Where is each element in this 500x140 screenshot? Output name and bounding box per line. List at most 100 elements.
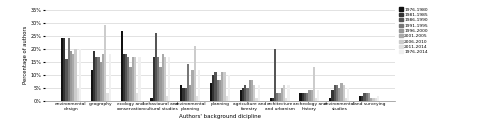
Bar bbox=[98, 57, 100, 101]
Bar bbox=[251, 80, 253, 101]
Bar bbox=[155, 33, 157, 101]
Bar bbox=[164, 57, 166, 101]
Bar bbox=[253, 85, 256, 101]
Bar bbox=[304, 93, 306, 101]
Bar bbox=[76, 88, 79, 101]
Bar bbox=[342, 85, 345, 101]
Bar bbox=[366, 93, 368, 101]
Bar bbox=[196, 96, 198, 101]
Bar bbox=[187, 64, 189, 101]
Bar bbox=[310, 90, 313, 101]
Bar bbox=[338, 88, 340, 101]
Bar bbox=[340, 83, 342, 101]
Bar bbox=[90, 70, 93, 101]
Bar bbox=[345, 98, 347, 101]
Bar bbox=[224, 72, 226, 101]
Bar bbox=[66, 59, 68, 101]
Bar bbox=[256, 98, 258, 101]
Bar bbox=[216, 80, 219, 101]
Bar bbox=[336, 85, 338, 101]
Bar bbox=[302, 93, 304, 101]
Bar bbox=[61, 38, 63, 101]
Bar bbox=[168, 57, 170, 101]
Bar bbox=[240, 90, 242, 101]
Bar bbox=[364, 93, 366, 101]
Bar bbox=[258, 85, 260, 101]
Bar bbox=[278, 93, 280, 101]
Bar bbox=[95, 57, 98, 101]
Bar bbox=[221, 72, 224, 101]
Bar bbox=[189, 85, 192, 101]
Bar bbox=[347, 88, 350, 101]
Bar bbox=[359, 96, 361, 101]
Bar bbox=[315, 98, 317, 101]
Bar bbox=[306, 93, 308, 101]
Bar bbox=[130, 67, 132, 101]
Bar bbox=[370, 98, 372, 101]
Bar bbox=[132, 57, 134, 101]
Bar bbox=[283, 85, 285, 101]
Bar bbox=[123, 54, 125, 101]
Bar bbox=[334, 85, 336, 101]
Bar bbox=[329, 98, 332, 101]
Bar bbox=[194, 46, 196, 101]
Bar bbox=[108, 54, 111, 101]
X-axis label: Authors' background dicipline: Authors' background dicipline bbox=[179, 114, 261, 119]
Bar bbox=[274, 49, 276, 101]
Bar bbox=[374, 98, 377, 101]
Bar bbox=[157, 57, 160, 101]
Bar bbox=[377, 96, 379, 101]
Bar bbox=[214, 72, 216, 101]
Bar bbox=[166, 96, 168, 101]
Bar bbox=[242, 88, 244, 101]
Bar bbox=[270, 98, 272, 101]
Bar bbox=[244, 85, 246, 101]
Bar bbox=[308, 90, 310, 101]
Bar bbox=[372, 98, 374, 101]
Bar bbox=[68, 38, 70, 101]
Bar bbox=[160, 67, 162, 101]
Bar bbox=[285, 98, 288, 101]
Bar bbox=[102, 54, 104, 101]
Bar bbox=[79, 49, 81, 101]
Bar bbox=[361, 96, 364, 101]
Bar bbox=[248, 80, 251, 101]
Bar bbox=[192, 70, 194, 101]
Bar bbox=[226, 96, 228, 101]
Bar bbox=[120, 31, 123, 101]
Bar bbox=[104, 25, 106, 101]
Bar bbox=[70, 51, 72, 101]
Bar bbox=[276, 93, 278, 101]
Bar bbox=[180, 85, 182, 101]
Bar bbox=[288, 85, 290, 101]
Bar bbox=[184, 88, 187, 101]
Bar bbox=[198, 70, 200, 101]
Bar bbox=[228, 75, 230, 101]
Bar bbox=[182, 88, 184, 101]
Bar bbox=[127, 57, 130, 101]
Bar bbox=[93, 51, 95, 101]
Bar bbox=[138, 57, 140, 101]
Bar bbox=[332, 90, 334, 101]
Legend: 1976-1980, 1981-1985, 1986-1990, 1991-1995, 1996-2000, 2001-2005, 2006-2010, 201: 1976-1980, 1981-1985, 1986-1990, 1991-19… bbox=[399, 7, 428, 54]
Bar bbox=[72, 54, 74, 101]
Bar bbox=[106, 93, 108, 101]
Bar bbox=[272, 98, 274, 101]
Bar bbox=[210, 83, 212, 101]
Bar bbox=[219, 80, 221, 101]
Bar bbox=[280, 88, 283, 101]
Bar bbox=[317, 90, 320, 101]
Bar bbox=[134, 57, 136, 101]
Bar bbox=[150, 98, 152, 101]
Bar bbox=[100, 62, 102, 101]
Bar bbox=[162, 54, 164, 101]
Bar bbox=[136, 93, 138, 101]
Bar bbox=[212, 75, 214, 101]
Bar bbox=[313, 67, 315, 101]
Bar bbox=[300, 93, 302, 101]
Bar bbox=[246, 88, 248, 101]
Bar bbox=[152, 57, 155, 101]
Bar bbox=[368, 93, 370, 101]
Bar bbox=[63, 38, 66, 101]
Bar bbox=[74, 49, 76, 101]
